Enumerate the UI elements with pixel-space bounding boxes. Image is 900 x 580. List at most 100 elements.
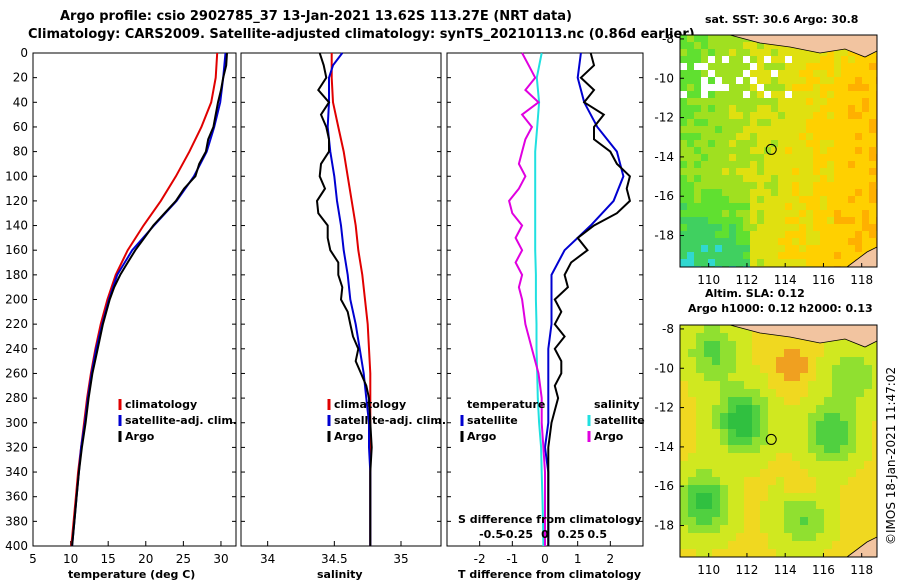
map-cell xyxy=(687,35,694,42)
map-cell xyxy=(856,501,864,509)
map-cell xyxy=(784,365,792,373)
map-cell xyxy=(848,119,855,126)
map-cell xyxy=(848,161,855,168)
map-cell xyxy=(680,259,687,266)
map-cell xyxy=(820,245,827,252)
difference-legend: temperature satellite Argo salinity sate… xyxy=(460,398,645,443)
map-cell xyxy=(771,84,778,91)
x-tick-label: 110 xyxy=(697,273,720,287)
map-cell xyxy=(841,203,848,210)
map-cell xyxy=(827,77,834,84)
map-cell xyxy=(688,389,696,397)
map-cell xyxy=(712,437,720,445)
map-cell xyxy=(824,381,832,389)
map-cell xyxy=(757,231,764,238)
map-cell xyxy=(680,196,687,203)
map-cell xyxy=(704,461,712,469)
map-cell xyxy=(824,349,832,357)
map-cell xyxy=(784,525,792,533)
map-cell xyxy=(840,357,848,365)
map-cell xyxy=(687,175,694,182)
map-cell xyxy=(784,429,792,437)
map-cell xyxy=(715,238,722,245)
map-cell xyxy=(701,91,708,98)
map-cell xyxy=(848,469,856,477)
map-cell xyxy=(808,421,816,429)
map-cell xyxy=(792,389,800,397)
map-cell xyxy=(864,469,872,477)
map-cell xyxy=(848,98,855,105)
map-cell xyxy=(736,429,744,437)
map-cell xyxy=(736,533,744,541)
map-cell xyxy=(872,397,877,405)
map-cell xyxy=(855,203,862,210)
map-cell xyxy=(799,203,806,210)
map-cell xyxy=(688,381,696,389)
map-cell xyxy=(824,437,832,445)
map-cell xyxy=(771,154,778,161)
map-cell xyxy=(729,203,736,210)
map-cell xyxy=(729,147,736,154)
map-cell xyxy=(778,252,785,259)
map-cell xyxy=(816,389,824,397)
depth-axis: 0204060801001201401601802002202402602803… xyxy=(5,46,28,553)
map-cell xyxy=(816,405,824,413)
map-cell xyxy=(752,437,760,445)
map-cell xyxy=(840,461,848,469)
map-cell xyxy=(701,133,708,140)
map-cell xyxy=(771,133,778,140)
map-cell xyxy=(708,196,715,203)
map-cell xyxy=(712,501,720,509)
map-cell xyxy=(752,533,760,541)
map-cell xyxy=(722,35,729,42)
map-cell xyxy=(864,429,872,437)
map-cell xyxy=(806,63,813,70)
map-cell xyxy=(792,154,799,161)
map-cell xyxy=(715,259,722,266)
map-cell xyxy=(736,501,744,509)
map-cell xyxy=(872,525,877,533)
map-cell xyxy=(696,525,704,533)
map-cell xyxy=(694,133,701,140)
map-cell xyxy=(827,259,834,266)
map-cell xyxy=(869,98,876,105)
map-cell xyxy=(736,437,744,445)
map-cell xyxy=(848,133,855,140)
map-cell xyxy=(701,189,708,196)
map-cell xyxy=(764,91,771,98)
map-cell xyxy=(728,493,736,501)
map-cell xyxy=(855,196,862,203)
s-diff-tick-label: 0.25 xyxy=(558,528,585,541)
map-cell xyxy=(856,405,864,413)
map-cell xyxy=(771,161,778,168)
map-cell xyxy=(841,217,848,224)
map-cell xyxy=(722,140,729,147)
map-cell xyxy=(785,84,792,91)
map-cell xyxy=(744,525,752,533)
map-cell xyxy=(708,140,715,147)
map-cell xyxy=(744,541,752,549)
map-cell xyxy=(862,182,869,189)
map-cell xyxy=(752,461,760,469)
map-cell xyxy=(712,549,720,557)
map-cell xyxy=(792,453,800,461)
map-cell xyxy=(841,56,848,63)
map-cell xyxy=(800,397,808,405)
map-cell xyxy=(694,231,701,238)
map-cell xyxy=(743,189,750,196)
map-cell xyxy=(722,126,729,133)
map-cell xyxy=(841,210,848,217)
map-cell xyxy=(869,105,876,112)
map-cell xyxy=(827,154,834,161)
map-cell xyxy=(792,77,799,84)
map-cell xyxy=(800,373,808,381)
map-cell xyxy=(720,461,728,469)
map-cell xyxy=(680,203,687,210)
map-cell xyxy=(848,210,855,217)
map-cell xyxy=(744,509,752,517)
map-cell xyxy=(848,421,856,429)
map-cell xyxy=(784,349,792,357)
map-cell xyxy=(808,485,816,493)
map-cell xyxy=(800,405,808,413)
map-cell xyxy=(736,35,743,42)
